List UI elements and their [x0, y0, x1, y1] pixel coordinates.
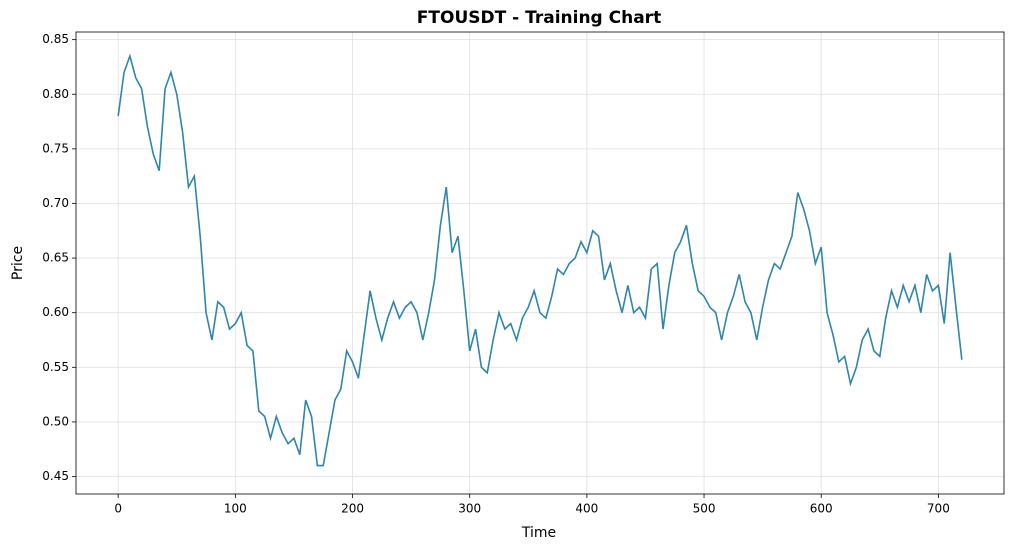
x-tick-label: 500 — [693, 502, 716, 516]
x-tick-label: 400 — [575, 502, 598, 516]
plot-frame — [75, 31, 1005, 495]
x-tick-label: 300 — [458, 502, 481, 516]
y-axis-label: Price — [10, 246, 26, 280]
x-tick-label: 0 — [114, 502, 122, 516]
y-tick-label: 0.60 — [42, 305, 69, 319]
y-tick-label: 0.65 — [42, 251, 69, 265]
y-tick-label: 0.70 — [42, 196, 69, 210]
y-tick-label: 0.80 — [42, 87, 69, 101]
x-tick-label: 100 — [224, 502, 247, 516]
price-line — [117, 53, 963, 467]
x-tick-label: 700 — [927, 502, 950, 516]
y-tick-label: 0.75 — [42, 141, 69, 155]
chart-title: FTOUSDT - Training Chart — [417, 8, 661, 28]
y-tick-label: 0.45 — [42, 469, 69, 483]
x-axis-label: Time — [521, 525, 556, 541]
y-tick-label: 0.55 — [42, 360, 69, 374]
y-tick-label: 0.85 — [42, 32, 69, 46]
x-tick-label: 600 — [810, 502, 833, 516]
x-tick-label: 200 — [341, 502, 364, 516]
y-tick-label: 0.50 — [42, 414, 69, 428]
